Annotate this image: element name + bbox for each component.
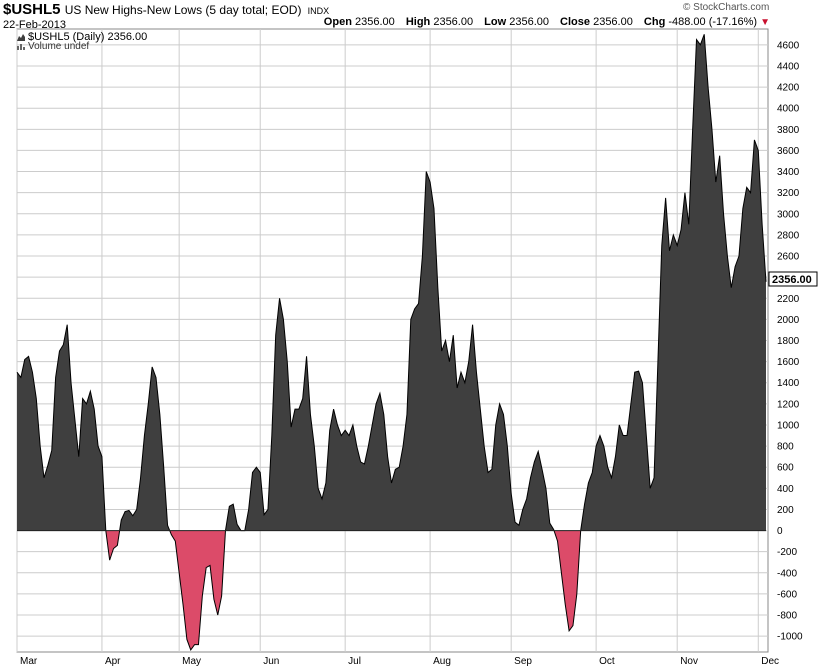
y-tick-label: 800: [777, 442, 794, 453]
y-tick-label: 400: [777, 484, 794, 495]
y-tick-label: 4600: [777, 40, 800, 51]
y-tick-label: -400: [777, 568, 797, 579]
x-tick-label: Sep: [514, 656, 532, 667]
x-tick-label: Aug: [433, 656, 451, 667]
x-tick-label: Dec: [761, 656, 779, 667]
last-value-badge: 2356.00: [768, 271, 818, 287]
series-line: [16, 34, 767, 651]
symbol-description: US New Highs-New Lows (5 day total; EOD): [64, 3, 302, 17]
y-tick-label: 0: [777, 526, 783, 537]
positive-area: [17, 34, 766, 531]
legend-series-label: $USHL5 (Daily) 2356.00: [28, 31, 148, 43]
y-tick-label: 3000: [777, 209, 800, 220]
legend-volume-label: Volume undef: [28, 41, 90, 52]
open-label: Open: [323, 16, 352, 28]
y-tick-label: 4400: [777, 61, 800, 72]
x-axis: MarAprMayJunJulAugSepOctNovDec2013Feb: [20, 656, 779, 667]
y-tick-label: 3400: [777, 167, 800, 178]
down-arrow-icon: ▼: [760, 17, 770, 28]
y-tick-label: 4000: [777, 104, 800, 115]
high-label: High: [405, 16, 431, 28]
x-tick-label: May: [182, 656, 201, 667]
y-tick-label: 600: [777, 463, 794, 474]
quote-date: 22-Feb-2013: [3, 19, 66, 31]
last-value-text: 2356.00: [772, 274, 812, 286]
copyright: © StockCharts.com: [683, 2, 770, 13]
x-tick-label: Jul: [348, 656, 361, 667]
exchange: INDX: [307, 6, 330, 16]
y-tick-label: -200: [777, 547, 797, 558]
close-label: Close: [560, 16, 591, 28]
y-tick-label: 3200: [777, 188, 800, 199]
x-tick-label: Mar: [20, 656, 38, 667]
y-tick-label: 1000: [777, 420, 800, 431]
y-tick-label: -600: [777, 589, 797, 600]
x-tick-label: Oct: [599, 656, 615, 667]
y-tick-label: -1000: [777, 632, 803, 643]
chg-label: Chg: [643, 16, 666, 28]
y-tick-label: 2800: [777, 230, 800, 241]
y-axis: -1000 -800 -600 -400 -200 0 200 400 600 800 1000 12…: [777, 40, 803, 642]
area-chart-icon: [17, 32, 25, 41]
open-value: 2356.00: [354, 16, 395, 28]
y-tick-label: -800: [777, 611, 797, 622]
y-tick-label: 2600: [777, 252, 800, 263]
y-tick-label: 1200: [777, 399, 800, 410]
y-tick-label: 1400: [777, 378, 800, 389]
legend-volume: Volume undef: [17, 41, 89, 52]
low-label: Low: [484, 16, 507, 28]
ohlc-summary: Open 2356.00 High 2356.00 Low 2356.00 Cl…: [324, 16, 770, 28]
volume-bars-icon: [17, 42, 25, 50]
chg-value: -488.00 (-17.16%): [668, 16, 758, 28]
y-tick-label: 1600: [777, 357, 800, 368]
legend-series: $USHL5 (Daily) 2356.00: [17, 31, 147, 43]
high-value: 2356.00: [433, 16, 474, 28]
close-value: 2356.00: [593, 16, 633, 28]
symbol: $USHL5: [3, 1, 61, 18]
y-tick-label: 200: [777, 505, 794, 516]
data-area: [16, 34, 767, 651]
low-value: 2356.00: [509, 16, 549, 28]
x-tick-label: Apr: [105, 656, 121, 667]
y-tick-label: 3600: [777, 146, 800, 157]
x-tick-label: Jun: [263, 656, 279, 667]
y-tick-label: 1800: [777, 336, 800, 347]
y-tick-label: 4200: [777, 83, 800, 94]
symbol-title: $USHL5 US New Highs-New Lows (5 day tota…: [3, 1, 329, 18]
x-tick-label: Nov: [680, 656, 698, 667]
y-tick-label: 3800: [777, 125, 800, 136]
y-tick-label: 2200: [777, 294, 800, 305]
y-tick-label: 2000: [777, 315, 800, 326]
